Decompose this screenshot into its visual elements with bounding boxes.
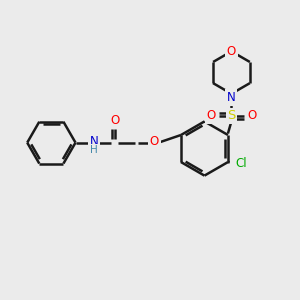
Text: O: O [247,109,256,122]
Text: S: S [227,109,236,122]
Text: O: O [227,45,236,58]
Text: Cl: Cl [236,157,247,170]
Text: O: O [150,135,159,148]
Text: H: H [90,145,98,155]
Text: O: O [110,114,120,127]
Text: O: O [206,109,216,122]
Text: N: N [227,91,236,104]
Text: N: N [89,135,98,148]
